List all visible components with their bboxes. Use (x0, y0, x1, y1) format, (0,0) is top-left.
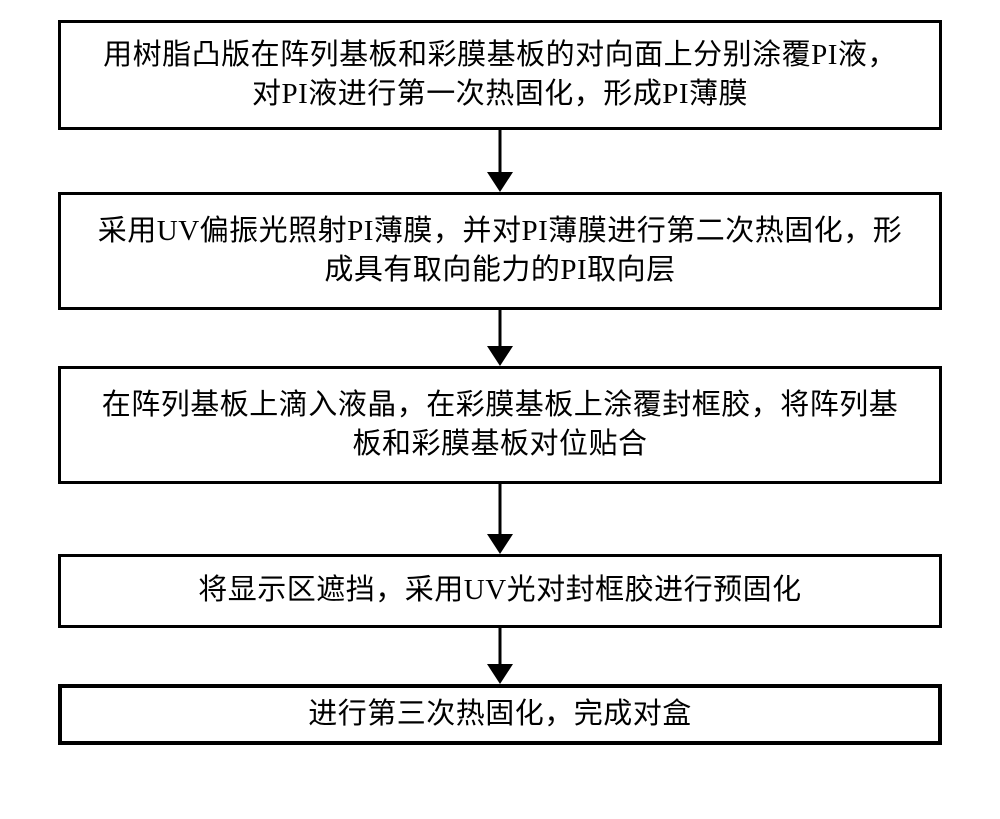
flow-arrow (480, 628, 520, 684)
step-text-line: 成具有取向能力的PI取向层 (324, 251, 675, 290)
flow-arrow (480, 130, 520, 192)
step-text-line: 对PI液进行第一次热固化，形成PI薄膜 (252, 75, 748, 114)
arrow-head-icon (487, 534, 513, 554)
arrow-head-icon (487, 346, 513, 366)
arrow-shaft (499, 130, 502, 172)
step-text-line: 板和彩膜基板对位贴合 (352, 425, 647, 464)
step-text-line: 将显示区遮挡，采用UV光对封框胶进行预固化 (198, 571, 801, 610)
step-text-line: 进行第三次热固化，完成对盒 (308, 695, 692, 734)
flow-step: 在阵列基板上滴入液晶，在彩膜基板上涂覆封框胶，将阵列基板和彩膜基板对位贴合 (58, 366, 942, 484)
arrow-shaft (499, 484, 502, 534)
arrow-head-icon (487, 664, 513, 684)
arrow-shaft (499, 310, 502, 346)
flow-arrow (480, 310, 520, 366)
arrow-shaft (499, 628, 502, 664)
flow-step: 采用UV偏振光照射PI薄膜，并对PI薄膜进行第二次热固化，形成具有取向能力的PI… (58, 192, 942, 310)
flowchart-canvas: 用树脂凸版在阵列基板和彩膜基板的对向面上分别涂覆PI液，对PI液进行第一次热固化… (0, 0, 1000, 819)
flowchart-column: 用树脂凸版在阵列基板和彩膜基板的对向面上分别涂覆PI液，对PI液进行第一次热固化… (58, 20, 942, 745)
step-text-line: 在阵列基板上滴入液晶，在彩膜基板上涂覆封框胶，将阵列基 (102, 386, 899, 425)
step-text-line: 用树脂凸版在阵列基板和彩膜基板的对向面上分别涂覆PI液， (103, 36, 897, 75)
step-text-line: 采用UV偏振光照射PI薄膜，并对PI薄膜进行第二次热固化，形 (98, 212, 902, 251)
flow-step: 用树脂凸版在阵列基板和彩膜基板的对向面上分别涂覆PI液，对PI液进行第一次热固化… (58, 20, 942, 130)
arrow-head-icon (487, 172, 513, 192)
flow-step: 进行第三次热固化，完成对盒 (58, 684, 942, 745)
flow-step: 将显示区遮挡，采用UV光对封框胶进行预固化 (58, 554, 942, 628)
flow-arrow (480, 484, 520, 554)
